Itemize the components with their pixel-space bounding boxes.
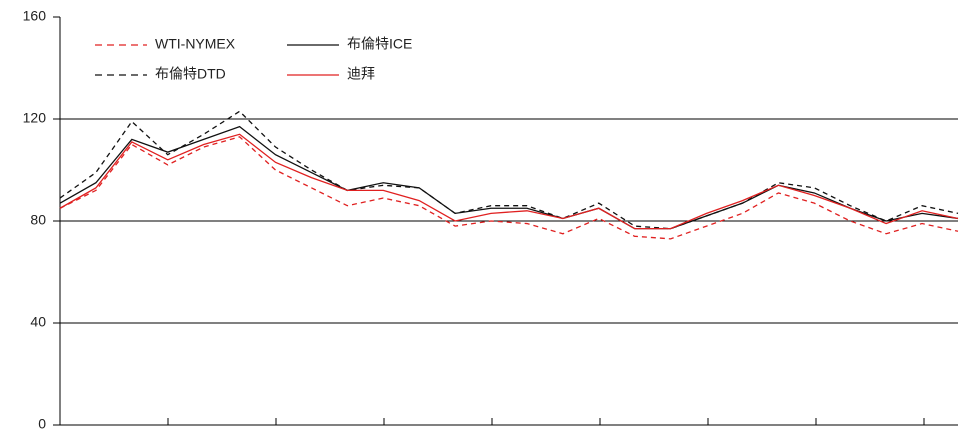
y-tick-label: 80: [30, 212, 46, 228]
legend-label: 布倫特DTD: [155, 66, 226, 82]
legend-label: WTI-NYMEX: [155, 36, 236, 52]
x-axis-ticks: [167, 418, 925, 425]
series-line: [59, 110, 959, 230]
y-tick-label: 120: [23, 110, 47, 126]
legend-label: 布倫特ICE: [347, 36, 412, 52]
legend-label: 迪拜: [347, 66, 375, 82]
y-tick-label: 0: [38, 416, 46, 432]
y-tick-label: 40: [30, 314, 46, 330]
series-line: [59, 125, 959, 230]
series-line: [59, 133, 959, 230]
y-tick-label: 160: [23, 8, 47, 24]
series-line: [59, 136, 959, 240]
